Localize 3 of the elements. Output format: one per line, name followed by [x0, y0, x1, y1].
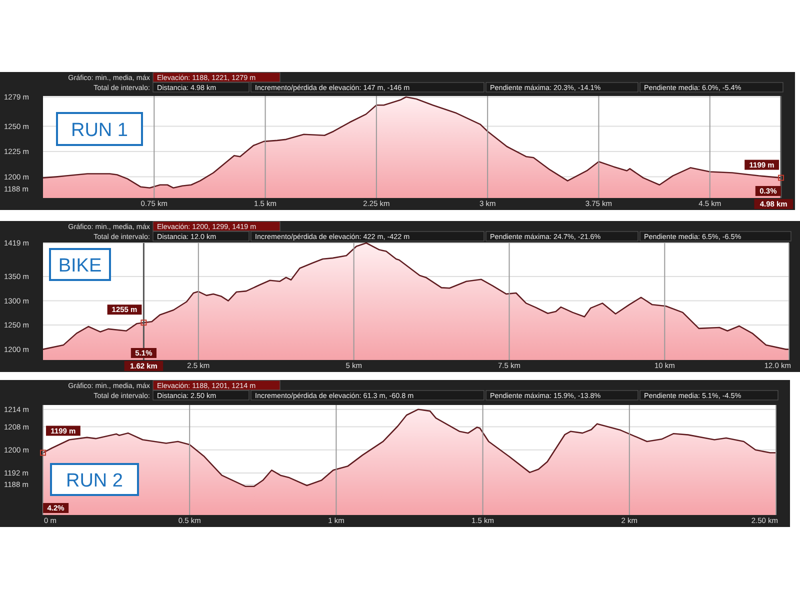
text: BIKE [58, 255, 102, 276]
text: RUN 1 [70, 120, 128, 141]
text: RUN 2 [66, 470, 124, 492]
